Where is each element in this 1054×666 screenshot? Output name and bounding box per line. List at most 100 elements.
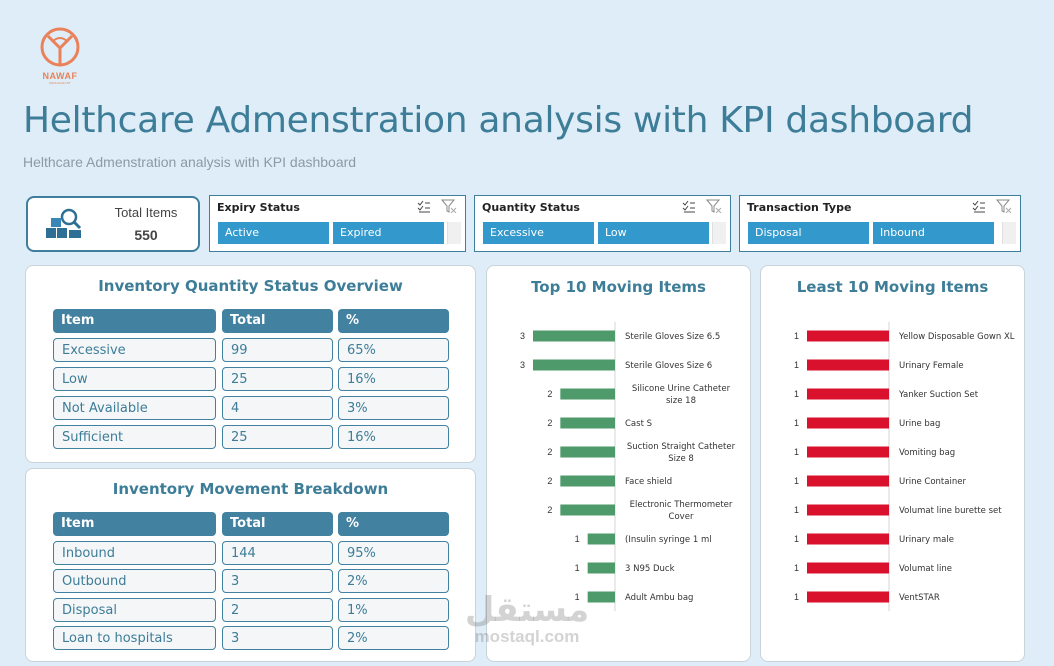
chart-value-label: 2 bbox=[547, 505, 552, 515]
multi-select-icon[interactable] bbox=[417, 200, 431, 213]
chart-category-label: Urinary Female bbox=[899, 361, 964, 371]
top-moving-items-chart: 3 Sterile Gloves Size 6.5 3 Sterile Gloves … bbox=[520, 322, 736, 611]
table-header-item: Item bbox=[53, 512, 216, 536]
chart-value-label: 1 bbox=[794, 505, 799, 515]
page-title: Helthcare Admenstration analysis with KP… bbox=[23, 100, 974, 141]
logo-icon bbox=[40, 27, 80, 67]
table-cell: Excessive bbox=[53, 338, 216, 362]
slicer-option-inbound[interactable]: Inbound bbox=[873, 222, 994, 244]
chart-bar bbox=[587, 562, 615, 574]
table-cell: Disposal bbox=[53, 598, 216, 622]
slicer-option-expired[interactable]: Expired bbox=[333, 222, 444, 244]
total-items-card: Total Items 550 bbox=[26, 196, 200, 252]
table-header-percent: % bbox=[338, 512, 449, 536]
multi-select-icon[interactable] bbox=[682, 200, 696, 213]
table-cell: 3 bbox=[222, 626, 333, 650]
slicer-scrollbar[interactable] bbox=[447, 222, 461, 244]
table-cell: Loan to hospitals bbox=[53, 626, 216, 650]
chart-bar bbox=[807, 504, 889, 516]
chart-value-label: 1 bbox=[575, 534, 580, 544]
least-moving-items-panel: Least 10 Moving Items 1 Yellow Disposable… bbox=[760, 265, 1025, 662]
chart-category-label: Sterile Gloves Size 6.5 bbox=[625, 332, 720, 342]
table-cell: Not Available bbox=[53, 396, 216, 420]
top-moving-items-panel: Top 10 Moving Items 3 Sterile Gloves Size… bbox=[486, 265, 751, 662]
table-cell: 3 bbox=[222, 569, 333, 593]
chart-bar bbox=[587, 533, 615, 545]
clear-filter-icon[interactable] bbox=[706, 199, 722, 213]
chart-value-label: 1 bbox=[794, 534, 799, 544]
chart-value-label: 1 bbox=[794, 331, 799, 341]
slicer-option-low[interactable]: Low bbox=[598, 222, 709, 244]
table-header-total: Total bbox=[222, 309, 333, 333]
chart-value-label: 1 bbox=[575, 563, 580, 573]
slicer-transaction-type: Transaction Type Disposal Inbound bbox=[739, 195, 1021, 252]
chart-bar bbox=[807, 446, 889, 458]
panel-title: Inventory Movement Breakdown bbox=[112, 480, 389, 498]
slicer-title: Expiry Status bbox=[217, 201, 300, 214]
chart-category-label: Vomiting bag bbox=[899, 448, 955, 458]
chart-bar bbox=[560, 388, 615, 400]
chart-bar bbox=[560, 475, 615, 487]
chart-category-label: VentSTAR bbox=[899, 593, 940, 603]
table-cell: 16% bbox=[338, 425, 449, 449]
chart-bar bbox=[587, 591, 615, 603]
chart-category-label: Face shield bbox=[625, 477, 672, 487]
slicer-title: Quantity Status bbox=[482, 201, 580, 214]
chart-category-label: (Insulin syringe 1 ml bbox=[625, 535, 712, 545]
chart-bar bbox=[807, 359, 889, 371]
slicer-expiry-status: Expiry Status Active Expired bbox=[209, 195, 466, 252]
chart-bar bbox=[560, 417, 615, 429]
chart-value-label: 1 bbox=[794, 476, 799, 486]
chart-bar bbox=[533, 359, 615, 371]
chart-bar bbox=[807, 562, 889, 574]
least-moving-items-chart: 1 Yellow Disposable Gown XL 1 Urinary Femal… bbox=[794, 322, 1015, 611]
logo-name: NAWAF bbox=[42, 71, 78, 81]
chart-category-label: Sterile Gloves Size 6 bbox=[625, 361, 712, 371]
table-cell: 3% bbox=[338, 396, 449, 420]
chart-bar bbox=[807, 388, 889, 400]
chart-bar bbox=[807, 475, 889, 487]
chart-bar bbox=[807, 591, 889, 603]
chart-value-label: 1 bbox=[794, 447, 799, 457]
slicer-option-disposal[interactable]: Disposal bbox=[748, 222, 869, 244]
kpi-label: Total Items bbox=[114, 205, 178, 220]
table-cell: 2 bbox=[222, 598, 333, 622]
slicer-scrollbar[interactable] bbox=[712, 222, 726, 244]
chart-title: Top 10 Moving Items bbox=[531, 278, 706, 296]
table-cell: 95% bbox=[338, 541, 449, 565]
chart-value-label: 1 bbox=[794, 592, 799, 602]
chart-category-label: Suction Straight Catheter Size 8 bbox=[627, 442, 736, 464]
slicer-quantity-status: Quantity Status Excessive Low bbox=[474, 195, 731, 252]
chart-category-label: Urine bag bbox=[899, 419, 940, 429]
table-header-item: Item bbox=[53, 309, 216, 333]
multi-select-icon[interactable] bbox=[972, 200, 986, 213]
chart-value-label: 2 bbox=[547, 418, 552, 428]
clear-filter-icon[interactable] bbox=[441, 199, 457, 213]
movement-breakdown-panel: Inventory Movement Breakdown Item Total … bbox=[25, 468, 476, 662]
chart-category-label: Electronic Thermometer Cover bbox=[630, 500, 733, 522]
chart-value-label: 1 bbox=[794, 418, 799, 428]
table-cell: 1% bbox=[338, 598, 449, 622]
table-cell: 2% bbox=[338, 569, 449, 593]
page-subtitle: Helthcare Admenstration analysis with KP… bbox=[23, 154, 357, 170]
slicer-option-active[interactable]: Active bbox=[218, 222, 329, 244]
table-cell: 99 bbox=[222, 338, 333, 362]
chart-value-label: 1 bbox=[575, 592, 580, 602]
chart-value-label: 2 bbox=[547, 476, 552, 486]
slicer-title: Transaction Type bbox=[747, 201, 852, 214]
clear-filter-icon[interactable] bbox=[996, 199, 1012, 213]
slicer-option-excessive[interactable]: Excessive bbox=[483, 222, 594, 244]
brand-logo: NAWAF DATA ANALYST bbox=[36, 26, 84, 85]
chart-category-label: 3 N95 Duck bbox=[625, 564, 675, 574]
quantity-status-panel: Inventory Quantity Status Overview Item … bbox=[25, 265, 476, 463]
chart-category-label: Adult Ambu bag bbox=[625, 593, 693, 603]
chart-category-label: Volumat line bbox=[899, 564, 952, 574]
table-cell: Outbound bbox=[53, 569, 216, 593]
table-cell: Sufficient bbox=[53, 425, 216, 449]
table-cell: 144 bbox=[222, 541, 333, 565]
table-cell: 4 bbox=[222, 396, 333, 420]
slicer-scrollbar[interactable] bbox=[1002, 222, 1016, 244]
table-cell: Inbound bbox=[53, 541, 216, 565]
chart-value-label: 1 bbox=[794, 563, 799, 573]
table-header-total: Total bbox=[222, 512, 333, 536]
